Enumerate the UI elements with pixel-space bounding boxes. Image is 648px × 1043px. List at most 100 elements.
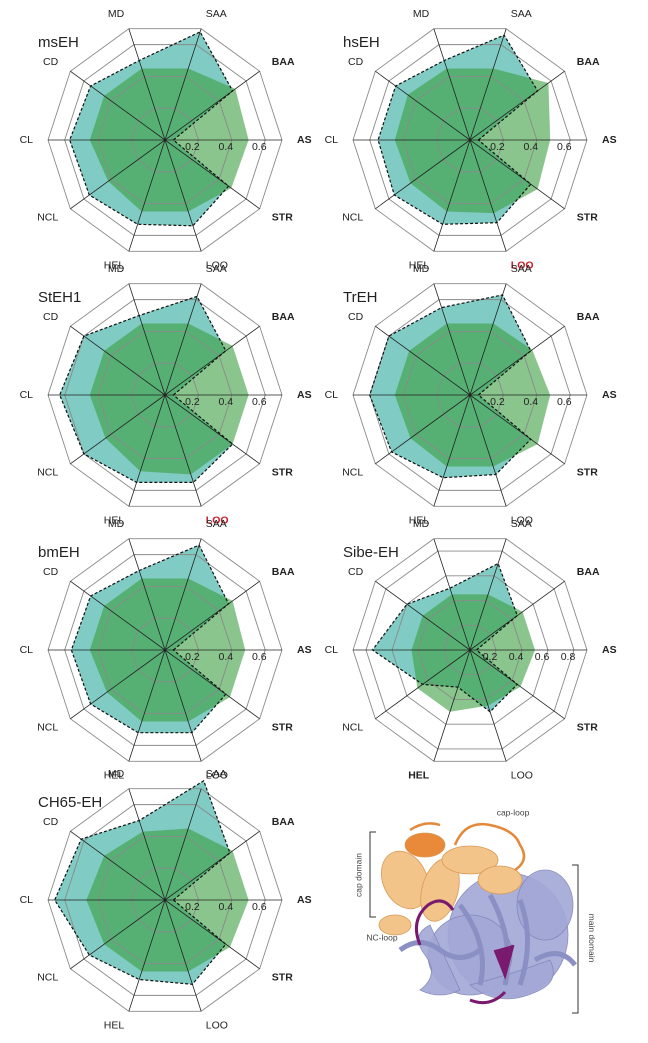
spoke bbox=[469, 139, 507, 252]
axis-label: CL bbox=[20, 389, 34, 401]
spoke bbox=[164, 899, 260, 970]
axis-label: LOO bbox=[511, 259, 534, 271]
chart-title: Sibe-EH bbox=[343, 544, 399, 561]
series-outline bbox=[369, 294, 532, 479]
tick-label: 0.6 bbox=[252, 901, 267, 913]
tick-label: 0.2 bbox=[185, 651, 200, 663]
axis-label: STR bbox=[272, 211, 293, 223]
spoke bbox=[128, 538, 166, 651]
spoke bbox=[70, 394, 166, 465]
radar-chart: TrEH 0.2 0.4 0.6 AS BAA SAA MD CD CL NCL HEL LOO STR bbox=[325, 263, 617, 526]
spoke bbox=[128, 139, 166, 252]
spoke bbox=[164, 649, 202, 762]
axis-label: NCL bbox=[37, 211, 58, 223]
axis-label: BAA bbox=[577, 566, 600, 578]
tick-label: 0.6 bbox=[252, 141, 267, 153]
tick-label: 0.6 bbox=[557, 141, 572, 153]
chart-title: hsEH bbox=[343, 34, 380, 51]
axis-label: LOO bbox=[206, 514, 229, 526]
spoke bbox=[433, 649, 471, 762]
radar-chart: StEH1 0.2 0.4 0.6 AS BAA SAA MD CD CL NCL HEL LOO STR bbox=[20, 263, 312, 526]
tick-label: 0.4 bbox=[219, 396, 234, 408]
axis-label: NCL bbox=[37, 971, 58, 983]
spoke bbox=[70, 139, 166, 210]
axis-label: SAA bbox=[206, 518, 227, 530]
axis-label: CD bbox=[43, 816, 59, 828]
axis-label: STR bbox=[577, 721, 598, 733]
tick-label: 0.4 bbox=[219, 651, 234, 663]
tick-label: 0.4 bbox=[509, 651, 524, 663]
tick-label: 0.4 bbox=[219, 901, 234, 913]
axis-label: NCL bbox=[342, 211, 363, 223]
cap-loop-cartoon bbox=[409, 822, 526, 872]
axis-label: CD bbox=[43, 56, 59, 68]
series-outline bbox=[371, 562, 519, 713]
spoke bbox=[128, 283, 166, 396]
spoke bbox=[70, 899, 166, 970]
series-outline bbox=[69, 31, 234, 227]
axis-label: CL bbox=[325, 644, 339, 656]
spoke bbox=[469, 28, 507, 141]
axis-label: SAA bbox=[511, 8, 532, 20]
chart-title: msEH bbox=[38, 34, 79, 51]
spoke bbox=[164, 139, 202, 252]
axis-label: MD bbox=[108, 518, 125, 530]
chart-title: StEH1 bbox=[38, 289, 81, 306]
axis-label: NCL bbox=[37, 721, 58, 733]
axis-label: STR bbox=[272, 971, 293, 983]
axis-label: BAA bbox=[577, 56, 600, 68]
axis-label: LOO bbox=[206, 769, 228, 781]
spoke bbox=[433, 538, 471, 651]
axis-label: MD bbox=[413, 263, 430, 275]
tick-label: 0.4 bbox=[524, 141, 539, 153]
spoke bbox=[164, 538, 202, 651]
axis-label: BAA bbox=[577, 311, 600, 323]
series-area bbox=[394, 68, 551, 214]
spoke bbox=[70, 325, 166, 396]
axis-label: LOO bbox=[206, 1019, 228, 1031]
spoke bbox=[164, 70, 260, 141]
axis-label: SAA bbox=[206, 768, 227, 780]
spoke bbox=[128, 899, 166, 1012]
spoke bbox=[469, 649, 507, 762]
axis-label: CD bbox=[348, 311, 364, 323]
radar-chart: bmEH 0.2 0.4 0.6 AS BAA SAA MD CD CL NCL HEL LOO STR bbox=[20, 518, 312, 781]
axis-label: AS bbox=[297, 389, 312, 401]
radar-chart: msEH 0.2 0.4 0.6 AS BAA SAA MD CD CL NCL HEL LOO STR bbox=[20, 8, 312, 271]
axis-label: LOO bbox=[511, 769, 533, 781]
nc-loop-label: NC-loop bbox=[366, 932, 397, 942]
spoke bbox=[375, 70, 471, 141]
tick-label: 0.4 bbox=[219, 141, 234, 153]
protein-structure: cap domain main domain cap-loop NC-loop bbox=[353, 807, 597, 1014]
axis-label: MD bbox=[108, 768, 125, 780]
axis-label: AS bbox=[602, 644, 617, 656]
axis-label: AS bbox=[297, 894, 312, 906]
axis-label: BAA bbox=[272, 566, 295, 578]
spoke bbox=[433, 139, 471, 252]
radar-chart: Sibe-EH 0.2 0.4 0.6 0.8 AS BAA SAA MD CD CL NCL HEL L… bbox=[325, 518, 617, 781]
axis-label: AS bbox=[297, 134, 312, 146]
axis-label: HEL bbox=[104, 514, 125, 526]
spoke bbox=[164, 394, 260, 465]
tick-label: 0.6 bbox=[252, 651, 267, 663]
axis-label: CD bbox=[348, 566, 364, 578]
spoke bbox=[433, 28, 471, 141]
spoke bbox=[164, 830, 260, 901]
axis-label: AS bbox=[297, 644, 312, 656]
axis-label: MD bbox=[108, 263, 125, 275]
axis-label: CD bbox=[43, 311, 59, 323]
spoke bbox=[469, 394, 507, 507]
tick-label: 0.6 bbox=[535, 651, 550, 663]
spoke bbox=[70, 70, 166, 141]
axis-label: HEL bbox=[104, 259, 125, 271]
radar-chart: CH65-EH 0.2 0.4 0.6 AS BAA SAA MD CD CL NCL HEL LOO S… bbox=[20, 768, 312, 1031]
axis-label: STR bbox=[577, 466, 598, 478]
main-domain-strands bbox=[398, 893, 577, 986]
axis-label: NCL bbox=[342, 466, 363, 478]
axis-label: HEL bbox=[104, 1019, 125, 1031]
axis-label: CL bbox=[20, 894, 34, 906]
axis-label: HEL bbox=[408, 769, 430, 781]
spoke bbox=[70, 830, 166, 901]
